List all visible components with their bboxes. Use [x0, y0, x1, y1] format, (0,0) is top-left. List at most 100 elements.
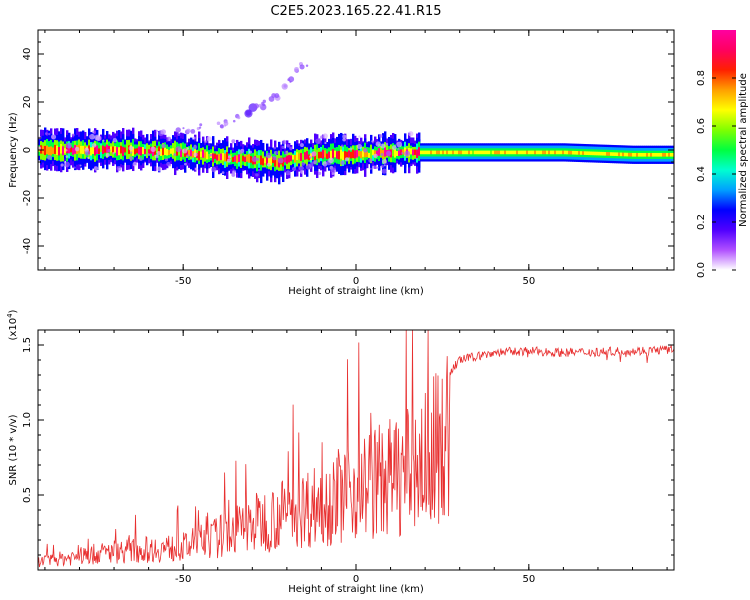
spectrogram-noise — [383, 164, 386, 167]
spectrogram-noise — [330, 167, 337, 174]
spectrogram-cell — [214, 153, 217, 159]
spectrogram-noise — [139, 157, 143, 161]
spectrogram-noise — [309, 156, 312, 159]
snr-xtick-label: 0 — [353, 574, 359, 585]
colorbar-gradient — [712, 30, 736, 270]
spectrogram-cell — [608, 152, 611, 156]
spectrogram-cell — [48, 146, 51, 155]
spectrogram-cell — [492, 150, 495, 155]
spectrogram-cell — [364, 148, 367, 158]
spectrogram-cell — [580, 151, 583, 155]
spectrogram-cell — [332, 148, 335, 159]
spectrogram-cell — [672, 152, 675, 157]
spectrogram-cell — [450, 150, 453, 155]
spectrogram-cell — [440, 150, 443, 155]
spectrogram-cell — [110, 146, 113, 153]
spectrogram-drift-blob — [294, 68, 298, 73]
spectrogram-noise — [277, 157, 284, 164]
colorbar-tick-label: 0.0 — [696, 262, 707, 278]
spectrogram-noise — [184, 162, 187, 166]
spectrogram-cell — [592, 151, 595, 156]
spectrogram-cell — [232, 157, 235, 163]
spectrogram-cell — [144, 148, 147, 155]
figure-title: C2E5.2023.165.22.41.R15 — [270, 4, 441, 19]
spectrogram-cell — [180, 149, 183, 158]
colorbar: 0.0 0.2 0.4 0.6 0.8 — [696, 30, 736, 278]
snr-ticks: -50 0 50 0.5 1.0 1.5 — [22, 330, 674, 585]
spectrogram-cell — [480, 150, 483, 155]
spectrogram-cell — [336, 151, 339, 159]
spectrogram-cell — [326, 153, 329, 159]
spectrogram-cell — [420, 150, 423, 155]
spectrogram-noise — [47, 155, 52, 160]
spectrogram-cell — [636, 152, 639, 157]
spectrogram-cell — [516, 150, 519, 155]
spectrogram-noise — [147, 152, 150, 156]
spectrogram-cell — [426, 150, 429, 155]
spectrogram-noise — [51, 134, 57, 140]
spectrogram-cell — [262, 158, 265, 166]
spectrogram-cell — [138, 146, 141, 155]
spectrogram-cell — [294, 155, 297, 163]
spectrogram-cell — [528, 150, 531, 155]
spectrogram-noise — [375, 141, 381, 147]
spectrogram-noise — [204, 140, 208, 143]
spectrogram-cell — [202, 150, 205, 158]
spectrogram-noise — [289, 146, 293, 150]
spectrogram-cell — [668, 152, 671, 157]
spectrogram-noise — [186, 147, 190, 150]
spectrogram-cell — [118, 147, 121, 156]
spectrogram-cell — [200, 151, 203, 157]
spectrogram-noise — [227, 155, 232, 159]
spectrogram-cell — [366, 151, 369, 158]
spectrogram-cell — [170, 148, 173, 154]
spectrogram-noise — [84, 150, 91, 156]
spectrogram-ytick-label: -20 — [22, 190, 33, 206]
colorbar-tick-label: 0.2 — [696, 214, 707, 230]
spectrogram-noise — [401, 152, 404, 155]
spectrogram-cell — [226, 151, 229, 162]
spectrogram-cell — [284, 157, 287, 163]
spectrogram-cell — [206, 151, 209, 160]
spectrogram-cell — [156, 147, 159, 153]
spectrogram-noise — [291, 166, 297, 172]
spectrogram-noise — [173, 153, 177, 156]
spectrogram-xlabel: Height of straight line (km) — [288, 286, 424, 297]
spectrogram-cell — [246, 154, 249, 162]
spectrogram-cell — [434, 150, 437, 155]
spectrogram-cell — [162, 147, 165, 156]
spectrogram-cell — [468, 150, 471, 155]
spectrogram-cell — [370, 148, 373, 157]
spectrogram-noise — [193, 145, 198, 150]
snr-xtick-label: 50 — [522, 574, 535, 585]
spectrogram-cell — [578, 151, 581, 155]
spectrogram-noise — [328, 157, 334, 164]
spectrogram-cell — [238, 154, 241, 162]
spectrogram-noise — [311, 161, 314, 165]
spectrogram-noise — [194, 167, 198, 171]
spectrogram-cell — [96, 145, 99, 154]
spectrogram-noise — [87, 156, 90, 160]
spectrogram-cell — [292, 154, 295, 160]
spectrogram-cell — [652, 152, 655, 157]
spectrogram-cell — [460, 150, 463, 155]
spectrogram-noise — [313, 159, 318, 165]
spectrogram-cell — [290, 155, 293, 162]
spectrogram-cell — [456, 150, 459, 155]
spectrogram-noise — [286, 144, 290, 148]
spectrogram-cell — [60, 144, 63, 154]
snr-multiplier-exp: 4 — [6, 313, 14, 318]
spectrogram-drift-blob — [258, 103, 263, 108]
spectrogram-cell — [172, 148, 175, 156]
spectrogram-cell — [414, 149, 417, 155]
spectrogram-cell — [594, 151, 597, 156]
spectrogram-cell — [58, 146, 61, 156]
spectrogram-cell — [250, 156, 253, 163]
spectrogram-ytick-label: -40 — [22, 238, 33, 254]
spectrogram-noise — [356, 143, 363, 150]
spectrogram-noise — [164, 158, 169, 162]
spectrogram-noise — [408, 131, 414, 137]
spectrogram-cell — [52, 147, 55, 155]
spectrogram-cell — [296, 152, 299, 161]
